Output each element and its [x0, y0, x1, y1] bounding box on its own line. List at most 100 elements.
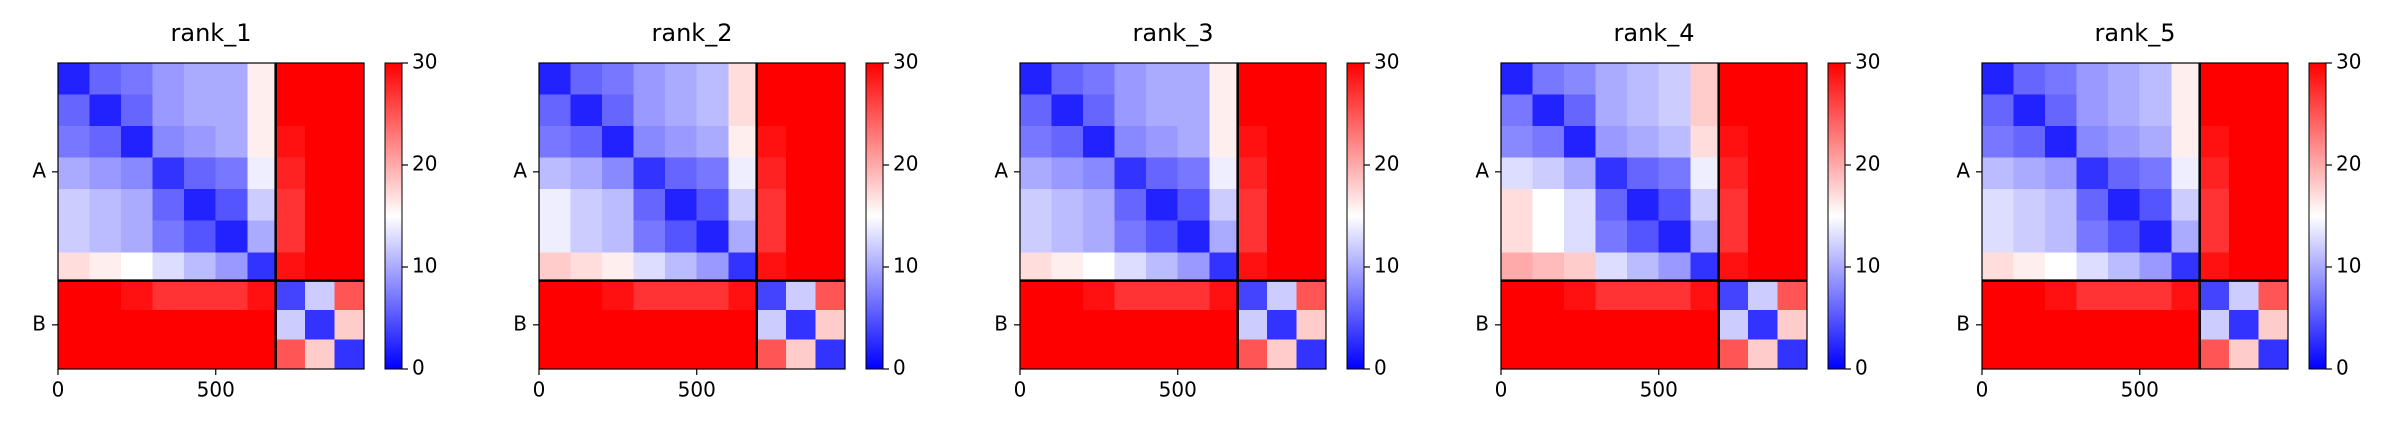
heatmap-cell [215, 94, 248, 127]
heatmap-cell [1083, 94, 1116, 127]
heatmap-cell [1748, 189, 1778, 222]
heatmap-cell [2139, 280, 2172, 311]
heatmap-cell [2045, 157, 2078, 190]
heatmap-cell [1718, 280, 1749, 311]
heatmap-cell [1209, 157, 1239, 190]
heatmap-cell [786, 189, 816, 222]
heatmap-cell [2045, 94, 2078, 127]
heatmap-cell [1209, 189, 1239, 222]
heatmap-cell [2258, 63, 2289, 96]
axes-frame [1500, 62, 1808, 370]
heatmap-cell [2171, 280, 2201, 311]
heatmap-cell [1564, 310, 1597, 340]
heatmap-cell [1532, 189, 1565, 222]
heatmap-cell [89, 220, 122, 253]
colorbar-tick-label: 30 [1855, 50, 1880, 74]
heatmap-cell [539, 126, 572, 159]
heatmap-cell [89, 157, 122, 190]
heatmap-cell [602, 63, 635, 96]
heatmap-cell [1296, 252, 1327, 282]
heatmap-cell [815, 63, 846, 96]
heatmap-cell [334, 339, 365, 370]
heatmap-cell [786, 157, 816, 190]
heatmap-cell [786, 310, 816, 340]
heatmap-cell [247, 189, 277, 222]
heatmap-cell [815, 339, 846, 370]
heatmap-cell [728, 252, 758, 282]
heatmap-cell [1777, 126, 1808, 159]
heatmap-cell [1627, 189, 1660, 222]
heatmap-cell [305, 94, 335, 127]
heatmap-cell [539, 280, 572, 311]
heatmap-cell [1020, 252, 1053, 282]
heatmap-cell [2171, 157, 2201, 190]
heatmap-cell [815, 189, 846, 222]
heatmap-cell [1114, 189, 1147, 222]
heatmap-cell [305, 157, 335, 190]
heatmap-cell [89, 126, 122, 159]
x-tick-label: 500 [1159, 378, 1197, 402]
heatmap-cell [58, 126, 91, 159]
heatmap-cell [696, 157, 729, 190]
heatmap-cell [58, 220, 91, 253]
heatmap-cell [1564, 94, 1597, 127]
heatmap-cell [2108, 310, 2141, 340]
heatmap-cell [1083, 252, 1116, 282]
heatmap-cell [2229, 280, 2259, 311]
heatmap-cell [1051, 220, 1084, 253]
heatmap-cell [2139, 189, 2172, 222]
heatmap-cell [815, 310, 846, 340]
heatmap-cell [2258, 220, 2289, 253]
heatmap-cell [1532, 63, 1565, 96]
heatmap-cell [633, 220, 666, 253]
heatmap-cell [786, 252, 816, 282]
heatmap-cell [2171, 220, 2201, 253]
heatmap-cell [728, 126, 758, 159]
heatmap-cell [1296, 63, 1327, 96]
y-tick-label: A [994, 158, 1008, 182]
heatmap-cell [1718, 126, 1749, 159]
heatmap-cell [1982, 252, 2015, 282]
heatmap-cell [2013, 252, 2046, 282]
heatmap-cell [786, 339, 816, 370]
y-tick-label: B [32, 311, 46, 335]
heatmap-cell [2108, 252, 2141, 282]
heatmap-cell [1146, 339, 1179, 370]
heatmap-cell [2139, 220, 2172, 253]
heatmap-cell [1209, 280, 1239, 311]
heatmap-cell [1146, 310, 1179, 340]
heatmap-cell [2076, 126, 2109, 159]
heatmap-cell [1114, 157, 1147, 190]
panel: rank_4 0 500 A B 0 10 20 30 [1475, 19, 1880, 402]
heatmap-cell [215, 63, 248, 96]
heatmap-cell [1690, 252, 1720, 282]
heatmap-cell [633, 339, 666, 370]
heatmap-cell [1267, 220, 1297, 253]
heatmap-cell [215, 339, 248, 370]
x-tick-label: 0 [1976, 378, 1989, 402]
heatmap-cell [2108, 126, 2141, 159]
heatmap-cell [1982, 280, 2015, 311]
heatmap-cell [2199, 310, 2230, 340]
heatmap-cell [334, 252, 365, 282]
heatmap-cell [1532, 157, 1565, 190]
heatmap-cell [2045, 280, 2078, 311]
heatmap-cell [696, 63, 729, 96]
heatmap-cell [1146, 220, 1179, 253]
heatmap-cell [1296, 157, 1327, 190]
heatmap-cell [1177, 126, 1210, 159]
heatmap-cell [696, 220, 729, 253]
heatmap-cell [334, 220, 365, 253]
heatmap-cell [1209, 252, 1239, 282]
heatmap-cell [1146, 63, 1179, 96]
heatmap-cell [602, 157, 635, 190]
heatmap-cell [305, 252, 335, 282]
heatmap-cell [2229, 189, 2259, 222]
heatmap-cell [2199, 63, 2230, 96]
heatmap-cell [539, 63, 572, 96]
heatmap-cell [1209, 63, 1239, 96]
heatmap-cell [1658, 339, 1691, 370]
heatmap-cell [1146, 157, 1179, 190]
heatmap-cell [247, 157, 277, 190]
